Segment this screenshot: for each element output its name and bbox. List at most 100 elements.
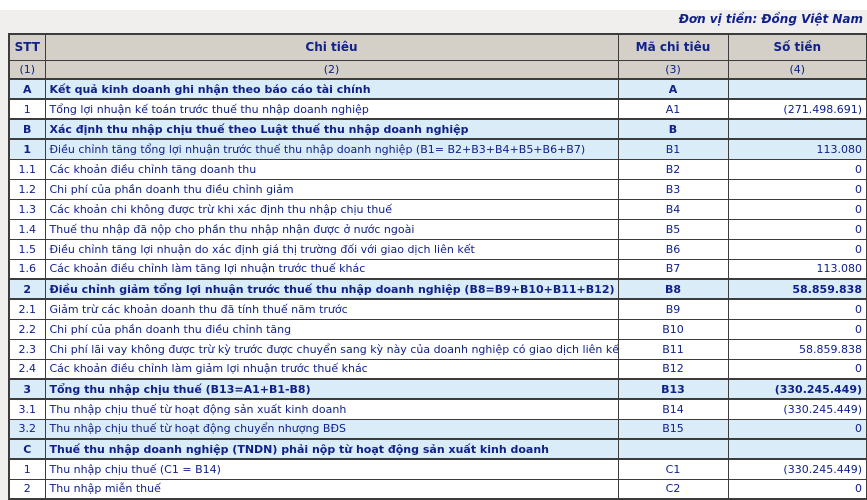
row-amount: 0 (727, 418, 867, 440)
row-code: B15 (617, 418, 729, 440)
row-label: Chi phí lãi vay không được trừ kỳ trước … (44, 338, 619, 360)
row-amount[interactable]: 113.080 (727, 258, 867, 280)
table-row[interactable]: 3.2 Thu nhập chịu thuế từ hoạt động chuy… (8, 418, 867, 440)
row-code: B2 (617, 158, 729, 180)
row-stt: 1.1 (8, 158, 46, 180)
col-index-4: (4) (727, 59, 867, 80)
row-amount[interactable]: 0 (727, 478, 867, 500)
row-label: Chi phí của phần doanh thu điều chỉnh tă… (44, 318, 619, 340)
table-row[interactable]: 1 Điều chỉnh tăng tổng lợi nhuận trước t… (8, 138, 867, 160)
row-stt: 2.2 (8, 318, 46, 340)
row-stt: B (8, 118, 46, 140)
row-stt: 2 (8, 278, 46, 300)
col-index-2: (2) (44, 59, 619, 80)
row-amount[interactable]: 0 (727, 158, 867, 180)
row-amount[interactable]: 0 (727, 298, 867, 320)
table-row[interactable]: 1.4 Thuế thu nhập đã nộp cho phần thu nh… (8, 218, 867, 240)
row-stt: 1 (8, 458, 46, 480)
row-code: B1 (617, 138, 729, 160)
row-amount[interactable]: 0 (727, 238, 867, 260)
table-row[interactable]: 3 Tổng thu nhập chịu thuế (B13=A1+B1-B8)… (8, 378, 867, 400)
row-stt: C (8, 438, 46, 460)
row-amount[interactable]: 0 (727, 318, 867, 340)
row-label: Các khoản điều chỉnh tăng doanh thu (44, 158, 619, 180)
row-code: B12 (617, 358, 729, 380)
col-header-so-tien: Số tiền (727, 33, 867, 61)
row-stt: 2.4 (8, 358, 46, 380)
table-row[interactable]: 2.4 Các khoản điều chỉnh làm giảm lợi nh… (8, 358, 867, 380)
table-row[interactable]: 2.1 Giảm trừ các khoản doanh thu đã tính… (8, 298, 867, 320)
row-label: Tổng thu nhập chịu thuế (B13=A1+B1-B8) (44, 378, 619, 400)
row-amount[interactable]: 0 (727, 178, 867, 200)
table-row[interactable]: 1.3 Các khoản chi không được trừ khi xác… (8, 198, 867, 220)
row-label: Tổng lợi nhuận kế toán trước thuế thu nh… (44, 98, 619, 120)
row-code: B14 (617, 398, 729, 420)
row-amount (727, 118, 867, 140)
row-code: B5 (617, 218, 729, 240)
table-row[interactable]: B Xác định thu nhập chịu thuế theo Luật … (8, 118, 867, 140)
header-row: STT Chi tiêu Mã chi tiêu Số tiền (8, 33, 867, 61)
row-label: Các khoản điều chỉnh làm giảm lợi nhuận … (44, 358, 619, 380)
row-amount (727, 438, 867, 460)
table-row[interactable]: 1.2 Chi phí của phần doanh thu điều chỉn… (8, 178, 867, 200)
row-label: Thuế thu nhập đã nộp cho phần thu nhập n… (44, 218, 619, 240)
row-label: Các khoản chi không được trừ khi xác địn… (44, 198, 619, 220)
row-stt: 3.2 (8, 418, 46, 440)
top-strip (0, 0, 867, 10)
table-row[interactable]: 1.5 Điều chỉnh tăng lợi nhuận do xác địn… (8, 238, 867, 260)
header-index-row: (1) (2) (3) (4) (8, 59, 867, 80)
col-header-ma-chi-tieu: Mã chi tiêu (617, 33, 729, 61)
row-code: B (617, 118, 729, 140)
row-amount[interactable]: (330.245.449) (727, 398, 867, 420)
row-label: Điều chỉnh giảm tổng lợi nhuận trước thu… (44, 278, 619, 300)
row-code: B10 (617, 318, 729, 340)
row-label: Các khoản điều chỉnh làm tăng lợi nhuận … (44, 258, 619, 280)
row-amount: 113.080 (727, 138, 867, 160)
table-row[interactable]: 2 Thu nhập miễn thuế C2 0 (8, 478, 867, 500)
table-row[interactable]: 2 Điều chỉnh giảm tổng lợi nhuận trước t… (8, 278, 867, 300)
row-amount[interactable]: (330.245.449) (727, 458, 867, 480)
col-header-stt: STT (8, 33, 46, 61)
row-stt: 1.6 (8, 258, 46, 280)
row-label: Kết quả kinh doanh ghi nhận theo báo cáo… (44, 78, 619, 100)
row-stt: 2.3 (8, 338, 46, 360)
table-row[interactable]: 1.6 Các khoản điều chỉnh làm tăng lợi nh… (8, 258, 867, 280)
row-label: Thu nhập miễn thuế (44, 478, 619, 500)
row-stt: 1.5 (8, 238, 46, 260)
row-stt: 1 (8, 138, 46, 160)
row-amount: 58.859.838 (727, 278, 867, 300)
col-index-1: (1) (8, 59, 46, 80)
row-code: C1 (617, 458, 729, 480)
col-index-3: (3) (617, 59, 729, 80)
row-stt: 1.3 (8, 198, 46, 220)
row-code: C2 (617, 478, 729, 500)
table-row[interactable]: 2.2 Chi phí của phần doanh thu điều chỉn… (8, 318, 867, 340)
row-stt: 2 (8, 478, 46, 500)
table-row[interactable]: C Thuế thu nhập doanh nghiệp (TNDN) phải… (8, 438, 867, 460)
row-amount[interactable]: 0 (727, 218, 867, 240)
row-label: Thuế thu nhập doanh nghiệp (TNDN) phải n… (44, 438, 619, 460)
table-header: STT Chi tiêu Mã chi tiêu Số tiền (1) (2)… (8, 33, 867, 80)
table-row[interactable]: 1 Thu nhập chịu thuế (C1 = B14) C1 (330.… (8, 458, 867, 480)
table-row[interactable]: 3.1 Thu nhập chịu thuế từ hoạt động sản … (8, 398, 867, 420)
row-amount[interactable]: (271.498.691) (727, 98, 867, 120)
col-header-chi-tieu: Chi tiêu (44, 33, 619, 61)
row-code: B13 (617, 378, 729, 400)
row-amount[interactable]: 0 (727, 358, 867, 380)
row-label: Thu nhập chịu thuế từ hoạt động sản xuất… (44, 398, 619, 420)
row-label: Thu nhập chịu thuế (C1 = B14) (44, 458, 619, 480)
table-row[interactable]: 1 Tổng lợi nhuận kế toán trước thuế thu … (8, 98, 867, 120)
row-amount[interactable]: 58.859.838 (727, 338, 867, 360)
row-code: B11 (617, 338, 729, 360)
row-label: Xác định thu nhập chịu thuế theo Luật th… (44, 118, 619, 140)
row-label: Chi phí của phần doanh thu điều chỉnh gi… (44, 178, 619, 200)
row-code: B8 (617, 278, 729, 300)
row-label: Giảm trừ các khoản doanh thu đã tính thu… (44, 298, 619, 320)
row-code: B6 (617, 238, 729, 260)
currency-unit-label: Đơn vị tiền: Đồng Việt Nam (678, 12, 863, 26)
row-code: B7 (617, 258, 729, 280)
table-row[interactable]: A Kết quả kinh doanh ghi nhận theo báo c… (8, 78, 867, 100)
row-amount[interactable]: 0 (727, 198, 867, 220)
table-row[interactable]: 2.3 Chi phí lãi vay không được trừ kỳ tr… (8, 338, 867, 360)
table-row[interactable]: 1.1 Các khoản điều chỉnh tăng doanh thu … (8, 158, 867, 180)
